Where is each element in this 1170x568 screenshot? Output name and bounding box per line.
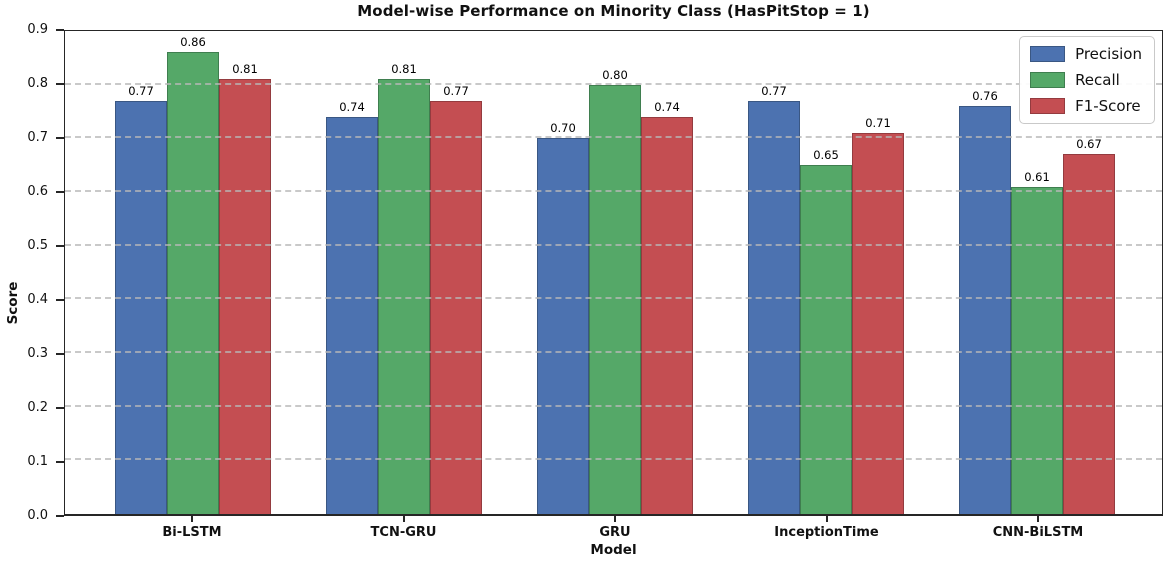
bar-precision: 0.77 — [115, 84, 167, 514]
bars-row: 0.77 0.86 0.81 0.74 0.81 0.77 0.70 0.80 0.74 0.77… — [65, 31, 1162, 514]
bar-group: 0.77 0.65 0.71 — [748, 31, 904, 514]
x-tick-label: Bi-LSTM — [162, 525, 222, 540]
x-tick-cell: InceptionTime — [749, 516, 905, 540]
y-tick-mark — [56, 353, 64, 356]
y-tick-mark — [56, 515, 64, 517]
x-tick-cell: Bi-LSTM — [114, 516, 270, 540]
y-tick-label: 0.5 — [27, 238, 48, 253]
legend-swatch-f1-score — [1030, 98, 1066, 114]
bar-value-label: 0.86 — [180, 35, 206, 50]
bar-precision: 0.76 — [959, 89, 1011, 514]
x-tick-cell: GRU — [537, 516, 693, 540]
bar-value-label: 0.70 — [550, 121, 576, 136]
x-tick-mark — [825, 516, 828, 522]
bar-group: 0.77 0.86 0.81 — [115, 31, 271, 514]
bar-recall: 0.86 — [167, 35, 219, 514]
bar-f1-score: 0.74 — [641, 100, 693, 514]
y-tick-mark — [56, 299, 64, 302]
y-axis-title: Score — [5, 281, 21, 325]
y-tick-mark — [56, 137, 64, 139]
bar-precision: 0.70 — [537, 121, 589, 514]
y-tick-mark — [56, 407, 64, 410]
legend-swatch-precision — [1030, 46, 1066, 62]
legend-label: F1-Score — [1075, 97, 1141, 115]
y-tick-label: 0.4 — [27, 292, 48, 308]
x-tick-label: CNN-BiLSTM — [992, 525, 1084, 540]
plot-area: 0.77 0.86 0.81 0.74 0.81 0.77 0.70 0.80 0.74 0.77… — [64, 30, 1163, 516]
legend-item: Recall — [1030, 71, 1142, 89]
bar-value-label: 0.77 — [128, 83, 154, 98]
y-tick-mark — [56, 83, 64, 86]
bar-f1-score: 0.77 — [430, 84, 482, 514]
legend: Precision Recall F1-Score — [1019, 36, 1155, 124]
x-tick-mark — [191, 516, 193, 522]
y-tick-label: 0.2 — [27, 400, 48, 416]
x-axis: Bi-LSTM TCN-GRU GRU InceptionTime CNN-BiLSTM — [64, 516, 1163, 540]
bar-recall: 0.65 — [800, 148, 852, 514]
y-tick-label: 0.7 — [27, 130, 48, 145]
legend-label: Recall — [1075, 71, 1120, 89]
bar-value-label: 0.65 — [813, 148, 839, 163]
bar-f1-score: 0.81 — [219, 62, 271, 514]
y-axis: Score 0.0 0.1 0.2 0.3 0.4 0.5 0.6 0.7 0.8 0.9 — [0, 22, 64, 523]
x-tick-mark — [402, 516, 405, 522]
legend-label: Precision — [1075, 45, 1142, 63]
bar-value-label: 0.76 — [972, 89, 998, 104]
legend-swatch-recall — [1030, 72, 1066, 88]
legend-item: F1-Score — [1030, 97, 1142, 115]
bar-value-label: 0.74 — [339, 99, 365, 114]
y-tick-label: 0.1 — [27, 454, 48, 470]
x-tick-mark — [614, 516, 616, 522]
y-tick-mark — [56, 461, 64, 464]
bar-value-label: 0.77 — [443, 83, 469, 98]
bar-group: 0.70 0.80 0.74 — [537, 31, 693, 514]
bar-recall: 0.81 — [378, 62, 430, 514]
bar-precision: 0.77 — [748, 84, 800, 514]
bar-value-label: 0.81 — [391, 62, 417, 77]
y-tick-mark — [56, 245, 64, 247]
bar-value-label: 0.81 — [232, 62, 258, 77]
bar-f1-score: 0.71 — [852, 116, 904, 514]
y-tick-label: 0.9 — [27, 22, 48, 37]
bar-group: 0.74 0.81 0.77 — [326, 31, 482, 514]
chart-title: Model-wise Performance on Minority Class… — [357, 2, 870, 20]
x-tick-mark — [1037, 516, 1039, 522]
bar-f1-score: 0.67 — [1063, 137, 1115, 514]
y-tick-mark — [56, 29, 64, 31]
bar-value-label: 0.77 — [761, 83, 787, 98]
legend-item: Precision — [1030, 45, 1142, 63]
y-tick-label: 0.8 — [27, 76, 48, 92]
y-tick-label: 0.3 — [27, 346, 48, 362]
y-tick-label: 0.6 — [27, 184, 48, 200]
y-tick-label: 0.0 — [27, 508, 48, 523]
x-tick-cell: TCN-GRU — [326, 516, 482, 540]
bar-value-label: 0.74 — [654, 99, 680, 114]
bar-value-label: 0.80 — [602, 67, 628, 82]
x-tick-cell: CNN-BiLSTM — [960, 516, 1116, 540]
bar-value-label: 0.61 — [1024, 169, 1050, 184]
bar-recall: 0.80 — [589, 68, 641, 514]
bar-precision: 0.74 — [326, 100, 378, 514]
y-tick-mark — [56, 191, 64, 194]
x-tick-label: InceptionTime — [774, 525, 879, 540]
x-axis-title: Model — [590, 542, 637, 558]
x-tick-label: TCN-GRU — [370, 525, 437, 540]
bar-value-label: 0.71 — [865, 115, 891, 130]
bar-recall: 0.61 — [1011, 170, 1063, 514]
bar-value-label: 0.67 — [1076, 137, 1102, 152]
x-tick-label: GRU — [599, 525, 631, 540]
